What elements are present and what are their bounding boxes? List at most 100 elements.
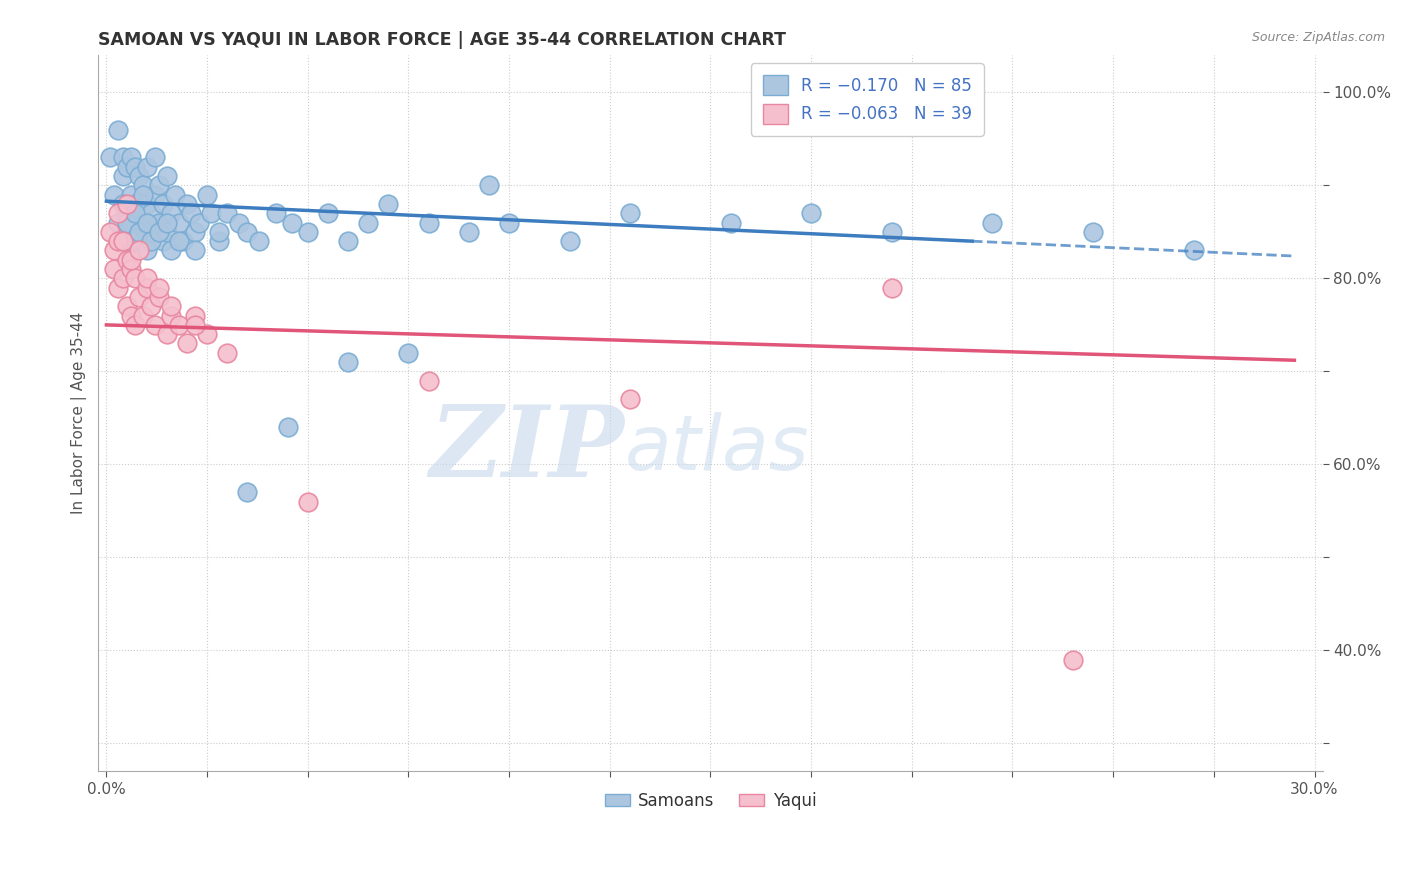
- Point: [143, 151, 166, 165]
- Point: [297, 494, 319, 508]
- Point: [124, 271, 146, 285]
- Point: [880, 281, 903, 295]
- Point: [111, 234, 134, 248]
- Point: [316, 206, 339, 220]
- Text: Source: ZipAtlas.com: Source: ZipAtlas.com: [1251, 31, 1385, 45]
- Point: [115, 225, 138, 239]
- Point: [457, 225, 479, 239]
- Point: [160, 244, 183, 258]
- Point: [160, 206, 183, 220]
- Point: [217, 206, 239, 220]
- Point: [163, 187, 186, 202]
- Point: [124, 318, 146, 332]
- Point: [176, 336, 198, 351]
- Text: atlas: atlas: [624, 412, 810, 486]
- Point: [115, 197, 138, 211]
- Point: [131, 178, 153, 193]
- Point: [120, 216, 142, 230]
- Point: [619, 392, 641, 407]
- Point: [128, 290, 150, 304]
- Point: [184, 225, 207, 239]
- Point: [143, 318, 166, 332]
- Point: [337, 234, 360, 248]
- Point: [184, 309, 207, 323]
- Point: [418, 216, 440, 230]
- Text: SAMOAN VS YAQUI IN LABOR FORCE | AGE 35-44 CORRELATION CHART: SAMOAN VS YAQUI IN LABOR FORCE | AGE 35-…: [98, 31, 786, 49]
- Point: [156, 225, 179, 239]
- Point: [120, 262, 142, 277]
- Point: [160, 299, 183, 313]
- Point: [124, 197, 146, 211]
- Point: [103, 187, 125, 202]
- Point: [558, 234, 581, 248]
- Point: [800, 206, 823, 220]
- Point: [139, 206, 162, 220]
- Point: [120, 187, 142, 202]
- Point: [124, 160, 146, 174]
- Point: [337, 355, 360, 369]
- Point: [111, 169, 134, 183]
- Point: [120, 234, 142, 248]
- Point: [208, 234, 231, 248]
- Point: [107, 206, 129, 220]
- Point: [172, 234, 194, 248]
- Point: [195, 327, 218, 342]
- Point: [188, 216, 211, 230]
- Point: [111, 197, 134, 211]
- Point: [498, 216, 520, 230]
- Point: [135, 271, 157, 285]
- Point: [107, 122, 129, 136]
- Point: [228, 216, 250, 230]
- Point: [156, 169, 179, 183]
- Point: [280, 216, 302, 230]
- Point: [115, 206, 138, 220]
- Point: [277, 420, 299, 434]
- Point: [143, 187, 166, 202]
- Point: [208, 225, 231, 239]
- Point: [148, 216, 170, 230]
- Point: [152, 234, 174, 248]
- Point: [236, 225, 259, 239]
- Point: [128, 225, 150, 239]
- Point: [128, 244, 150, 258]
- Point: [120, 309, 142, 323]
- Point: [139, 225, 162, 239]
- Point: [377, 197, 399, 211]
- Point: [264, 206, 287, 220]
- Point: [124, 234, 146, 248]
- Point: [156, 327, 179, 342]
- Point: [167, 234, 190, 248]
- Point: [357, 216, 380, 230]
- Point: [619, 206, 641, 220]
- Point: [131, 309, 153, 323]
- Point: [100, 225, 122, 239]
- Point: [1081, 225, 1104, 239]
- Point: [184, 318, 207, 332]
- Point: [478, 178, 501, 193]
- Y-axis label: In Labor Force | Age 35-44: In Labor Force | Age 35-44: [72, 312, 87, 515]
- Point: [107, 281, 129, 295]
- Point: [1062, 653, 1084, 667]
- Point: [156, 216, 179, 230]
- Point: [115, 160, 138, 174]
- Point: [128, 169, 150, 183]
- Point: [115, 252, 138, 267]
- Point: [135, 160, 157, 174]
- Point: [418, 374, 440, 388]
- Point: [120, 151, 142, 165]
- Text: ZIP: ZIP: [430, 401, 624, 498]
- Point: [200, 206, 222, 220]
- Point: [148, 281, 170, 295]
- Point: [720, 216, 742, 230]
- Point: [1182, 244, 1205, 258]
- Point: [148, 290, 170, 304]
- Point: [981, 216, 1004, 230]
- Point: [128, 225, 150, 239]
- Point: [115, 216, 138, 230]
- Point: [160, 309, 183, 323]
- Point: [135, 197, 157, 211]
- Point: [135, 244, 157, 258]
- Point: [148, 178, 170, 193]
- Legend: Samoans, Yaqui: Samoans, Yaqui: [598, 786, 823, 817]
- Point: [103, 262, 125, 277]
